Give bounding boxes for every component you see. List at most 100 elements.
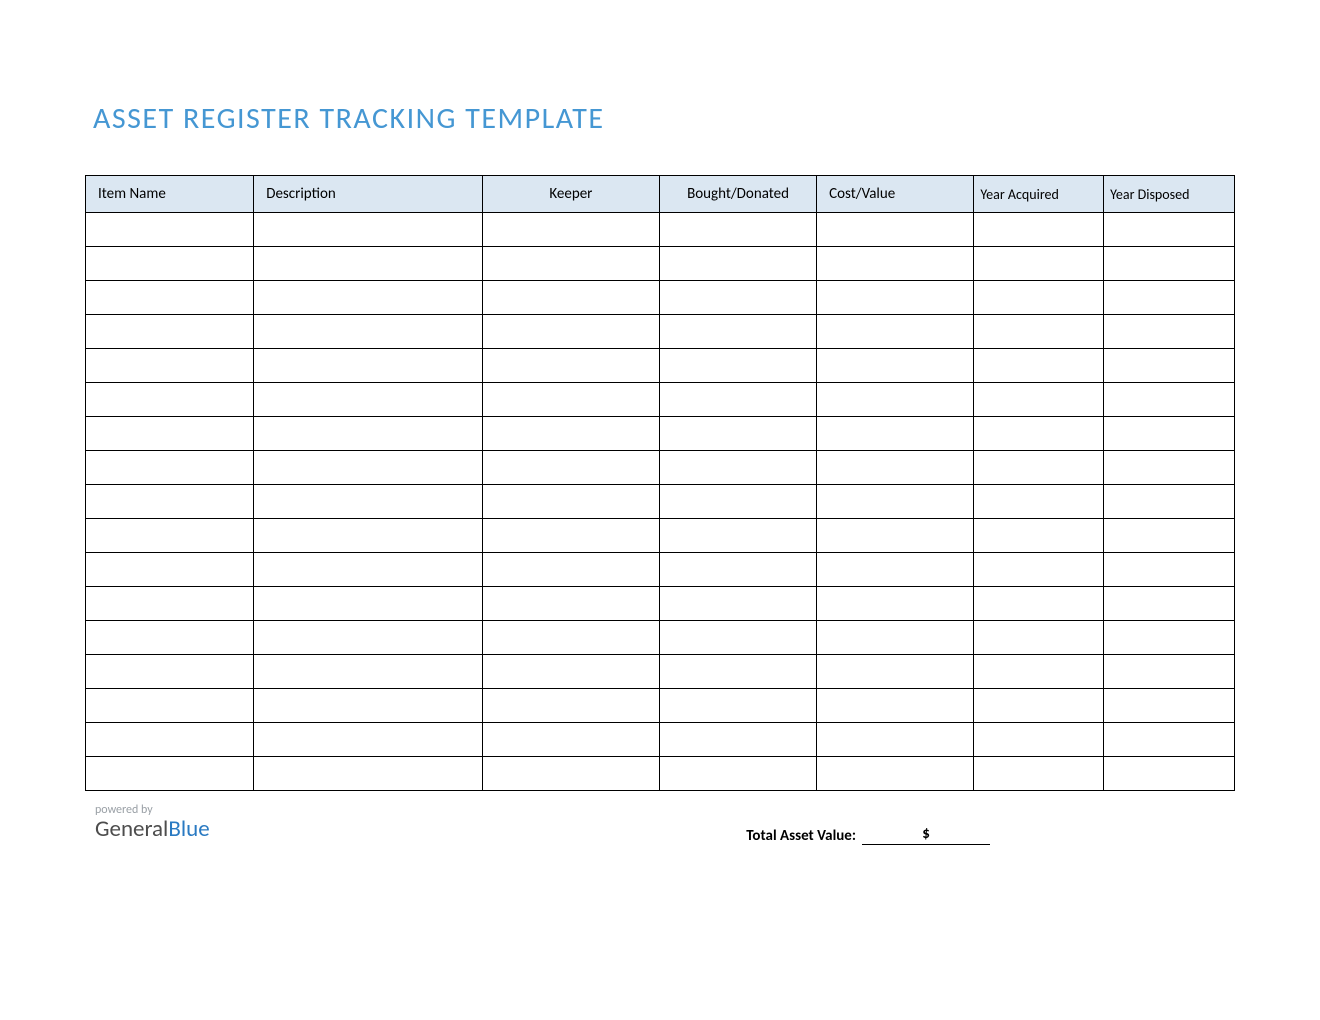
table-cell[interactable] xyxy=(86,553,254,587)
table-cell[interactable] xyxy=(974,723,1104,757)
table-cell[interactable] xyxy=(974,281,1104,315)
table-cell[interactable] xyxy=(482,315,659,349)
table-cell[interactable] xyxy=(817,553,974,587)
table-cell[interactable] xyxy=(86,587,254,621)
table-cell[interactable] xyxy=(254,451,483,485)
table-cell[interactable] xyxy=(86,417,254,451)
table-cell[interactable] xyxy=(86,757,254,791)
table-cell[interactable] xyxy=(86,281,254,315)
table-cell[interactable] xyxy=(974,451,1104,485)
table-cell[interactable] xyxy=(254,553,483,587)
table-cell[interactable] xyxy=(817,723,974,757)
table-cell[interactable] xyxy=(817,213,974,247)
table-cell[interactable] xyxy=(659,349,816,383)
table-cell[interactable] xyxy=(482,621,659,655)
table-cell[interactable] xyxy=(974,383,1104,417)
table-cell[interactable] xyxy=(482,519,659,553)
table-cell[interactable] xyxy=(482,485,659,519)
table-cell[interactable] xyxy=(86,723,254,757)
table-cell[interactable] xyxy=(86,519,254,553)
table-cell[interactable] xyxy=(254,587,483,621)
table-cell[interactable] xyxy=(1104,281,1235,315)
table-cell[interactable] xyxy=(817,417,974,451)
table-cell[interactable] xyxy=(659,587,816,621)
table-cell[interactable] xyxy=(659,553,816,587)
table-cell[interactable] xyxy=(254,723,483,757)
table-cell[interactable] xyxy=(659,621,816,655)
table-cell[interactable] xyxy=(86,315,254,349)
table-cell[interactable] xyxy=(974,247,1104,281)
table-cell[interactable] xyxy=(1104,689,1235,723)
table-cell[interactable] xyxy=(974,417,1104,451)
table-cell[interactable] xyxy=(482,553,659,587)
table-cell[interactable] xyxy=(254,349,483,383)
table-cell[interactable] xyxy=(659,485,816,519)
table-cell[interactable] xyxy=(817,689,974,723)
table-cell[interactable] xyxy=(254,689,483,723)
table-cell[interactable] xyxy=(482,213,659,247)
table-cell[interactable] xyxy=(254,621,483,655)
table-cell[interactable] xyxy=(254,519,483,553)
table-cell[interactable] xyxy=(254,213,483,247)
table-cell[interactable] xyxy=(817,315,974,349)
table-cell[interactable] xyxy=(974,655,1104,689)
table-cell[interactable] xyxy=(817,655,974,689)
table-cell[interactable] xyxy=(817,349,974,383)
table-cell[interactable] xyxy=(254,281,483,315)
table-cell[interactable] xyxy=(659,655,816,689)
table-cell[interactable] xyxy=(659,281,816,315)
table-cell[interactable] xyxy=(86,655,254,689)
table-cell[interactable] xyxy=(482,451,659,485)
table-cell[interactable] xyxy=(254,485,483,519)
table-cell[interactable] xyxy=(974,315,1104,349)
total-asset-value[interactable]: $ xyxy=(862,825,990,845)
table-cell[interactable] xyxy=(1104,451,1235,485)
table-cell[interactable] xyxy=(659,247,816,281)
table-cell[interactable] xyxy=(254,247,483,281)
table-cell[interactable] xyxy=(482,689,659,723)
table-cell[interactable] xyxy=(1104,417,1235,451)
table-cell[interactable] xyxy=(974,519,1104,553)
table-cell[interactable] xyxy=(659,451,816,485)
table-cell[interactable] xyxy=(659,213,816,247)
table-cell[interactable] xyxy=(1104,655,1235,689)
table-cell[interactable] xyxy=(482,417,659,451)
table-cell[interactable] xyxy=(817,587,974,621)
table-cell[interactable] xyxy=(817,519,974,553)
table-cell[interactable] xyxy=(254,383,483,417)
table-cell[interactable] xyxy=(86,247,254,281)
table-cell[interactable] xyxy=(482,587,659,621)
table-cell[interactable] xyxy=(817,383,974,417)
table-cell[interactable] xyxy=(659,757,816,791)
table-cell[interactable] xyxy=(974,587,1104,621)
table-cell[interactable] xyxy=(254,757,483,791)
table-cell[interactable] xyxy=(659,689,816,723)
table-cell[interactable] xyxy=(817,621,974,655)
table-cell[interactable] xyxy=(86,485,254,519)
table-cell[interactable] xyxy=(974,757,1104,791)
table-cell[interactable] xyxy=(1104,315,1235,349)
table-cell[interactable] xyxy=(817,757,974,791)
table-cell[interactable] xyxy=(974,213,1104,247)
table-cell[interactable] xyxy=(974,485,1104,519)
table-cell[interactable] xyxy=(482,383,659,417)
table-cell[interactable] xyxy=(659,519,816,553)
table-cell[interactable] xyxy=(482,247,659,281)
table-cell[interactable] xyxy=(1104,485,1235,519)
table-cell[interactable] xyxy=(974,689,1104,723)
table-cell[interactable] xyxy=(86,213,254,247)
table-cell[interactable] xyxy=(974,621,1104,655)
table-cell[interactable] xyxy=(1104,519,1235,553)
table-cell[interactable] xyxy=(817,485,974,519)
table-cell[interactable] xyxy=(254,315,483,349)
table-cell[interactable] xyxy=(817,247,974,281)
table-cell[interactable] xyxy=(1104,757,1235,791)
table-cell[interactable] xyxy=(974,349,1104,383)
table-cell[interactable] xyxy=(482,723,659,757)
table-cell[interactable] xyxy=(482,281,659,315)
table-cell[interactable] xyxy=(86,689,254,723)
table-cell[interactable] xyxy=(1104,723,1235,757)
table-cell[interactable] xyxy=(1104,213,1235,247)
table-cell[interactable] xyxy=(1104,587,1235,621)
table-cell[interactable] xyxy=(86,349,254,383)
